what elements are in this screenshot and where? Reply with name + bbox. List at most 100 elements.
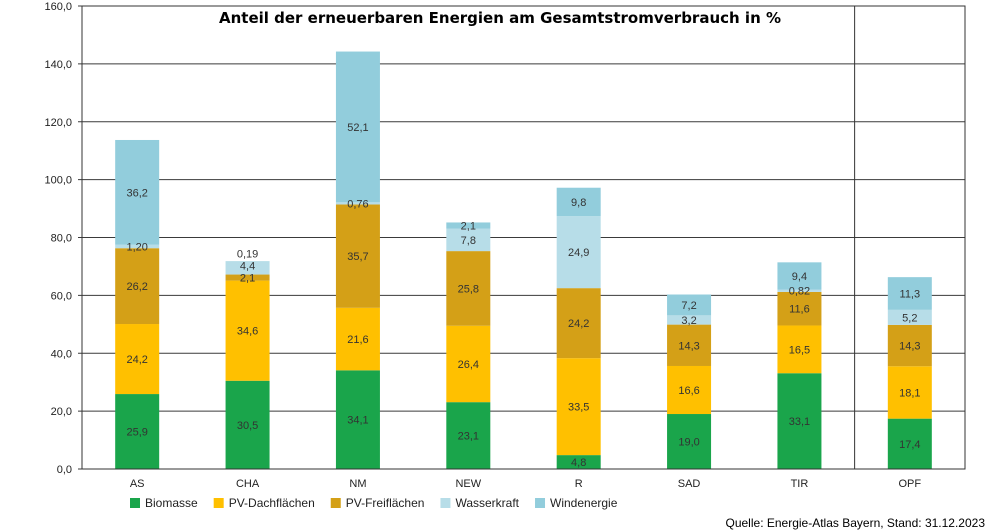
y-tick-label: 40,0 xyxy=(51,348,72,360)
data-label: 17,4 xyxy=(899,439,920,451)
data-label: 26,4 xyxy=(458,359,479,371)
bar-segment xyxy=(667,365,712,415)
data-label: 14,3 xyxy=(899,341,920,353)
y-tick-label: 80,0 xyxy=(51,233,72,245)
legend-swatch xyxy=(535,498,546,508)
bar-segment xyxy=(667,414,712,469)
bar-segment xyxy=(446,222,491,229)
y-tick-label: 100,0 xyxy=(44,175,72,187)
legend-label: PV-Dachflächen xyxy=(229,496,315,510)
data-label: 11,6 xyxy=(789,304,810,316)
data-label: 25,9 xyxy=(126,427,147,439)
bar-segment xyxy=(556,358,601,456)
x-tick-label: NEW xyxy=(455,478,481,490)
data-labels: 25,924,226,21,2036,230,534,62,14,40,1934… xyxy=(126,122,920,469)
y-tick-label: 120,0 xyxy=(44,117,72,129)
bar-segment xyxy=(335,51,380,203)
bar-segment xyxy=(225,274,270,281)
data-label: 36,2 xyxy=(126,187,147,199)
bar-segment xyxy=(667,315,712,325)
bar-segment xyxy=(667,294,712,316)
data-label: 34,6 xyxy=(237,326,258,338)
data-label: 25,8 xyxy=(458,283,479,295)
x-tick-label: NM xyxy=(349,478,366,490)
x-tick-label: TIR xyxy=(791,478,809,490)
data-label: 24,9 xyxy=(568,247,589,259)
data-label: 18,1 xyxy=(899,387,920,399)
legend-swatch xyxy=(130,498,140,508)
data-label: 23,1 xyxy=(458,431,479,443)
bar-segment xyxy=(335,204,380,308)
bar-segment xyxy=(667,324,712,366)
data-label: 24,2 xyxy=(568,318,589,330)
y-tick-label: 20,0 xyxy=(51,406,72,418)
data-label: 4,4 xyxy=(240,261,255,273)
bar-segment xyxy=(777,289,822,292)
x-tick-label: CHA xyxy=(236,478,260,490)
x-tick-label: R xyxy=(575,478,583,490)
legend-label: Wasserkraft xyxy=(455,496,519,510)
bar-segment xyxy=(335,370,380,469)
data-label: 0,19 xyxy=(237,249,258,261)
data-label: 16,6 xyxy=(678,385,699,397)
y-axis: 0,0 20,0 40,0 60,0 80,0 100,0 120,0 140,0 160,0 xyxy=(44,1,82,476)
y-tick-label: 0,0 xyxy=(57,464,72,476)
bar-segment xyxy=(556,187,601,217)
bar-segment xyxy=(335,202,380,205)
bar-segment xyxy=(446,402,491,469)
bar-segment xyxy=(115,324,160,395)
bar-segment xyxy=(115,248,160,325)
data-label: 0,82 xyxy=(789,286,810,298)
bar-segment xyxy=(446,325,491,403)
bars xyxy=(115,51,932,469)
y-tick-label: 60,0 xyxy=(51,290,72,302)
bar-segment xyxy=(887,366,932,419)
data-label: 30,5 xyxy=(237,420,258,432)
legend: Biomasse PV-Dachflächen PV-Freiflächen Wass… xyxy=(130,496,618,510)
data-label: 21,6 xyxy=(347,334,368,346)
data-label: 1,20 xyxy=(126,241,147,253)
data-label: 0,76 xyxy=(347,198,368,210)
bar-segment xyxy=(115,394,160,469)
data-label: 2,1 xyxy=(461,220,476,232)
bar-segment xyxy=(556,455,601,469)
bar-segment xyxy=(556,216,601,289)
data-label: 14,3 xyxy=(678,340,699,352)
x-tick-label: OPF xyxy=(899,478,922,490)
data-label: 9,4 xyxy=(792,271,807,283)
bar-segment xyxy=(115,244,160,249)
y-tick-label: 140,0 xyxy=(44,59,72,71)
legend-label: PV-Freiflächen xyxy=(346,496,425,510)
x-axis: AS CHA NM NEW R SAD TIR OPF xyxy=(130,478,922,490)
source-note: Quelle: Energie-Atlas Bayern, Stand: 31.… xyxy=(726,516,986,530)
bar-segment xyxy=(887,309,932,325)
data-label: 52,1 xyxy=(347,122,368,134)
bar-segment xyxy=(556,288,601,359)
bar-segment xyxy=(777,262,822,290)
data-label: 7,2 xyxy=(681,300,696,312)
legend-swatch xyxy=(330,498,341,508)
chart-title: Anteil der erneuerbaren Energien am Gesa… xyxy=(219,9,781,27)
data-label: 2,1 xyxy=(240,273,255,285)
bar-segment xyxy=(887,324,932,367)
bar-segment xyxy=(225,261,270,262)
data-label: 9,8 xyxy=(571,197,586,209)
bar-segment xyxy=(225,380,270,469)
bar-segment xyxy=(225,261,270,275)
legend-swatch xyxy=(440,498,451,508)
data-label: 4,8 xyxy=(571,457,586,469)
bar-segment xyxy=(335,307,380,371)
data-label: 35,7 xyxy=(347,251,368,263)
data-label: 24,2 xyxy=(126,354,147,366)
bar-segment xyxy=(777,291,822,326)
x-tick-label: AS xyxy=(130,478,145,490)
bar-segment xyxy=(446,251,491,326)
bar-segment xyxy=(887,277,932,310)
legend-swatch xyxy=(213,498,224,508)
data-label: 33,1 xyxy=(789,416,810,428)
data-label: 11,3 xyxy=(900,288,921,300)
data-label: 5,2 xyxy=(902,312,917,324)
x-tick-label: SAD xyxy=(678,478,701,490)
bar-segment xyxy=(115,139,160,245)
